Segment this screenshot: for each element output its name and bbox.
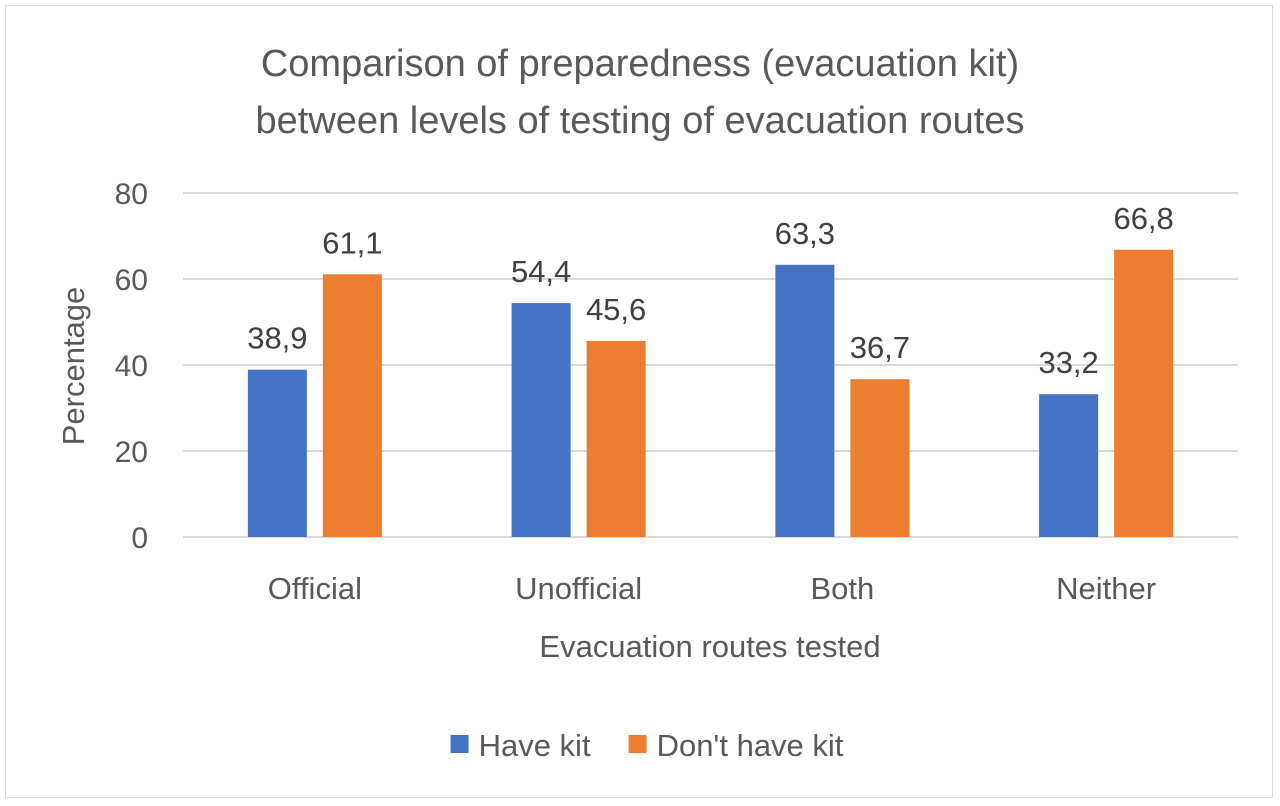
x-category-official: Official bbox=[268, 571, 362, 606]
bar-official-series-1 bbox=[248, 370, 307, 537]
data-label-neither-series-2: 66,8 bbox=[1113, 201, 1173, 236]
y-tick-label-0: 0 bbox=[131, 522, 148, 555]
bar-chart: Comparison of preparedness (evacuation k… bbox=[0, 0, 1280, 806]
chart-title: Comparison of preparedness (evacuation k… bbox=[256, 43, 1025, 142]
bar-unofficial-series-1 bbox=[512, 303, 571, 537]
data-label-unofficial-series-1: 54,4 bbox=[511, 254, 571, 289]
bar-neither-series-2 bbox=[1114, 250, 1173, 537]
data-label-official-series-2: 61,1 bbox=[322, 225, 382, 260]
y-tick-label-60: 60 bbox=[115, 264, 148, 297]
data-label-neither-series-1: 33,2 bbox=[1038, 345, 1098, 380]
x-category-unofficial: Unofficial bbox=[515, 571, 642, 606]
data-label-both-series-2: 36,7 bbox=[850, 330, 910, 365]
legend: Have kit Don't have kit bbox=[451, 728, 844, 763]
x-category-neither: Neither bbox=[1056, 571, 1156, 606]
data-labels: 38,9 61,1 54,4 45,6 63,3 36,7 33,2 66,8 bbox=[247, 201, 1174, 380]
y-axis-ticks: 0 20 40 60 80 bbox=[115, 178, 148, 555]
x-category-both: Both bbox=[810, 571, 874, 606]
bars bbox=[248, 250, 1173, 537]
bar-official-series-2 bbox=[323, 274, 382, 537]
chart-title-line-1: Comparison of preparedness (evacuation k… bbox=[261, 43, 1019, 85]
y-axis-title: Percentage bbox=[56, 287, 91, 446]
legend-swatch-series-2 bbox=[629, 735, 647, 753]
x-axis-categories: Official Unofficial Both Neither bbox=[268, 571, 1156, 606]
data-label-official-series-1: 38,9 bbox=[247, 321, 307, 356]
bar-neither-series-1 bbox=[1039, 394, 1098, 537]
legend-label-series-2: Don't have kit bbox=[657, 728, 844, 763]
y-tick-label-20: 20 bbox=[115, 436, 148, 469]
bar-both-series-2 bbox=[850, 379, 909, 537]
chart-title-line-2: between levels of testing of evacuation … bbox=[256, 100, 1025, 142]
x-axis-title: Evacuation routes tested bbox=[539, 629, 880, 664]
data-label-unofficial-series-2: 45,6 bbox=[586, 292, 646, 327]
bar-both-series-1 bbox=[775, 265, 834, 537]
y-tick-label-80: 80 bbox=[115, 178, 148, 211]
bar-unofficial-series-2 bbox=[587, 341, 646, 537]
y-tick-label-40: 40 bbox=[115, 350, 148, 383]
data-label-both-series-1: 63,3 bbox=[775, 216, 835, 251]
legend-swatch-series-1 bbox=[451, 735, 469, 753]
legend-label-series-1: Have kit bbox=[479, 728, 591, 763]
